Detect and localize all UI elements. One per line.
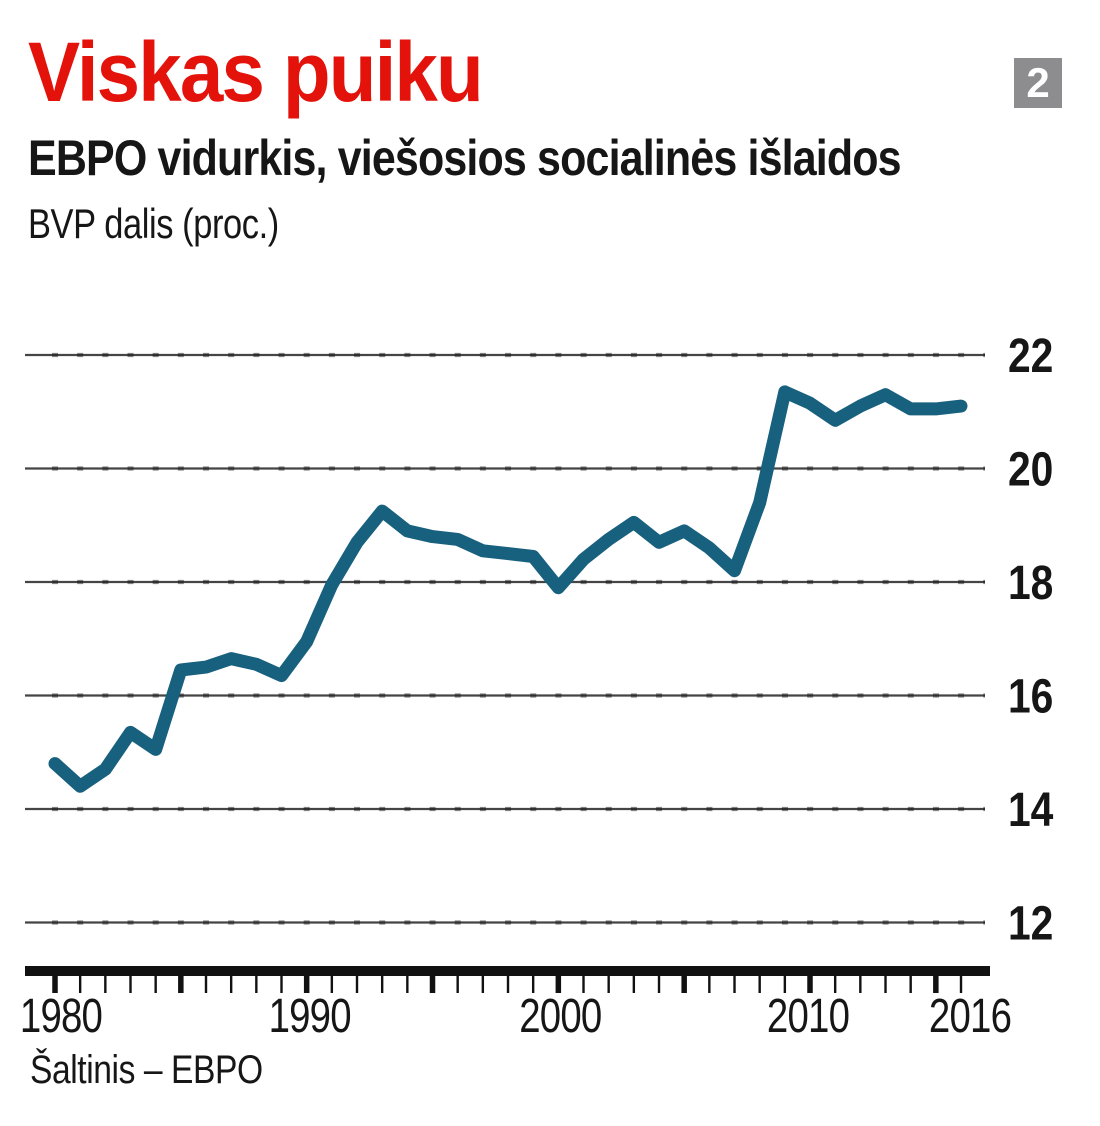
gridlines	[25, 352, 985, 925]
y-tick-label: 12	[1008, 897, 1053, 950]
x-axis-labels: 1980 1990 2000 2010 2016	[20, 990, 1012, 1043]
source-note: Šaltinis – EBPO	[30, 1048, 263, 1092]
y-axis-unit-label: BVP dalis (proc.)	[28, 200, 279, 247]
chart-subtitle: EBPO vidurkis, viešosios socialinės išla…	[28, 130, 902, 186]
x-tick-label: 2000	[519, 990, 601, 1043]
chart-title: Viskas puiku	[28, 25, 484, 119]
x-tick-label: 2010	[767, 990, 849, 1043]
x-tick-label: 2016	[929, 990, 1011, 1043]
x-tick-label: 1980	[20, 990, 102, 1043]
figure-number-badge: 2	[1014, 58, 1062, 108]
x-axis-ticks	[52, 976, 963, 993]
y-tick-label: 22	[1008, 330, 1053, 383]
y-tick-label: 16	[1008, 670, 1053, 723]
y-tick-label: 18	[1008, 557, 1053, 610]
x-axis-line	[25, 966, 990, 976]
data-line	[48, 385, 968, 793]
y-axis-labels: 22 20 18 16 14 12	[1008, 330, 1054, 950]
x-tick-label: 1990	[269, 990, 351, 1043]
y-tick-label: 20	[1008, 443, 1053, 496]
figure-number: 2	[1026, 59, 1050, 106]
y-tick-label: 14	[1008, 784, 1054, 837]
